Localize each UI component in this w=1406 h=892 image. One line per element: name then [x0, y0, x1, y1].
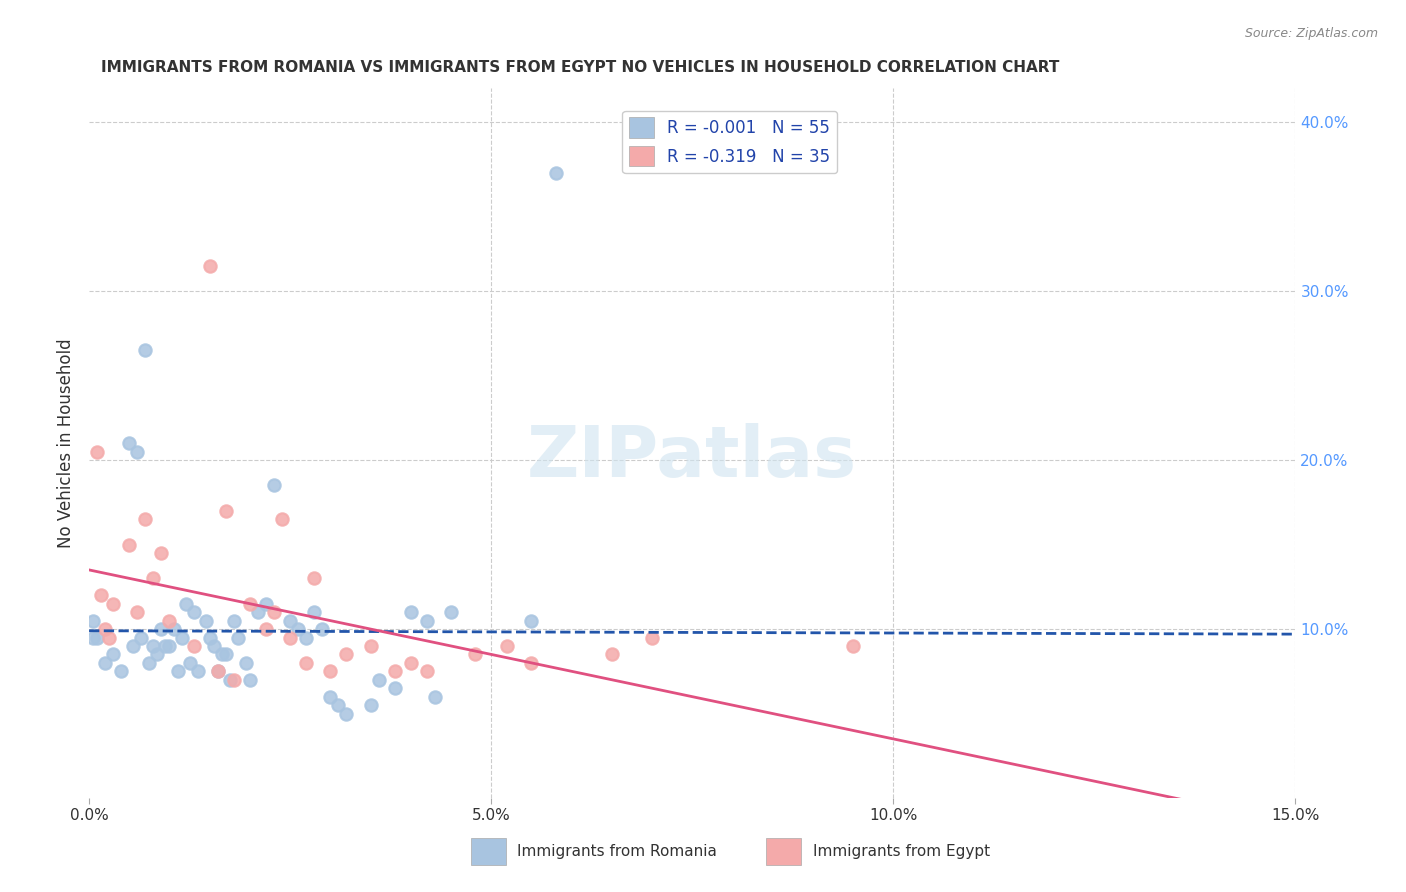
Point	[90, 588, 112, 602]
Point	[127, 444, 149, 458]
Point	[134, 343, 156, 358]
Text: Immigrants from Romania: Immigrants from Romania	[517, 845, 717, 859]
Text: Source: ZipAtlas.com: Source: ZipAtlas.com	[1244, 27, 1378, 40]
Point	[215, 504, 238, 518]
Point	[187, 665, 209, 679]
Point	[367, 673, 389, 687]
Point	[416, 665, 439, 679]
Point	[304, 605, 326, 619]
Point	[142, 571, 165, 585]
Point	[222, 673, 245, 687]
Point	[464, 648, 486, 662]
Point	[131, 631, 153, 645]
Text: ZIPatlas: ZIPatlas	[527, 423, 858, 491]
Point	[384, 681, 406, 696]
Point	[122, 639, 145, 653]
Point	[319, 690, 342, 704]
Point	[239, 673, 262, 687]
Point	[360, 639, 382, 653]
Point	[118, 537, 141, 551]
Point	[82, 631, 104, 645]
Point	[202, 639, 225, 653]
Point	[207, 665, 229, 679]
Point	[86, 444, 108, 458]
Point	[278, 631, 301, 645]
Point	[263, 478, 285, 492]
Point	[194, 614, 217, 628]
Point	[235, 656, 257, 670]
Point	[254, 597, 277, 611]
Point	[118, 436, 141, 450]
Point	[278, 614, 301, 628]
Point	[211, 648, 233, 662]
Point	[226, 631, 249, 645]
Point	[239, 597, 262, 611]
Point	[146, 648, 169, 662]
Point	[198, 631, 221, 645]
Point	[328, 698, 350, 712]
Point	[150, 546, 173, 560]
Point	[246, 605, 269, 619]
Point	[842, 639, 865, 653]
Y-axis label: No Vehicles in Household: No Vehicles in Household	[58, 338, 75, 548]
Point	[384, 665, 406, 679]
Point	[520, 656, 543, 670]
Point	[271, 512, 294, 526]
FancyBboxPatch shape	[471, 838, 506, 865]
Point	[198, 259, 221, 273]
Point	[319, 665, 342, 679]
Point	[399, 605, 422, 619]
Point	[399, 656, 422, 670]
Point	[544, 166, 567, 180]
Point	[496, 639, 519, 653]
Point	[155, 639, 177, 653]
Point	[335, 706, 357, 721]
Point	[254, 622, 277, 636]
Point	[159, 614, 181, 628]
Point	[641, 631, 664, 645]
Point	[335, 648, 357, 662]
Point	[416, 614, 439, 628]
Point	[94, 622, 117, 636]
Point	[360, 698, 382, 712]
FancyBboxPatch shape	[766, 838, 801, 865]
Text: Immigrants from Egypt: Immigrants from Egypt	[813, 845, 990, 859]
Point	[110, 665, 132, 679]
Legend: R = -0.001   N = 55, R = -0.319   N = 35: R = -0.001 N = 55, R = -0.319 N = 35	[623, 111, 837, 173]
Point	[287, 622, 309, 636]
Point	[98, 631, 121, 645]
Point	[127, 605, 149, 619]
Point	[215, 648, 238, 662]
Point	[86, 631, 108, 645]
Point	[162, 622, 184, 636]
Point	[600, 648, 623, 662]
Point	[440, 605, 463, 619]
Point	[94, 656, 117, 670]
Point	[183, 639, 205, 653]
Point	[218, 673, 240, 687]
Point	[82, 614, 104, 628]
Point	[263, 605, 285, 619]
Point	[103, 648, 125, 662]
Point	[304, 571, 326, 585]
Point	[166, 665, 188, 679]
Point	[295, 656, 318, 670]
Point	[170, 631, 193, 645]
Point	[174, 597, 197, 611]
Point	[520, 614, 543, 628]
Point	[311, 622, 333, 636]
Point	[295, 631, 318, 645]
Point	[138, 656, 160, 670]
Point	[134, 512, 156, 526]
Point	[183, 605, 205, 619]
Text: IMMIGRANTS FROM ROMANIA VS IMMIGRANTS FROM EGYPT NO VEHICLES IN HOUSEHOLD CORREL: IMMIGRANTS FROM ROMANIA VS IMMIGRANTS FR…	[101, 60, 1060, 75]
Point	[179, 656, 201, 670]
Point	[142, 639, 165, 653]
Point	[103, 597, 125, 611]
Point	[207, 665, 229, 679]
Point	[159, 639, 181, 653]
Point	[222, 614, 245, 628]
Point	[150, 622, 173, 636]
Point	[423, 690, 446, 704]
